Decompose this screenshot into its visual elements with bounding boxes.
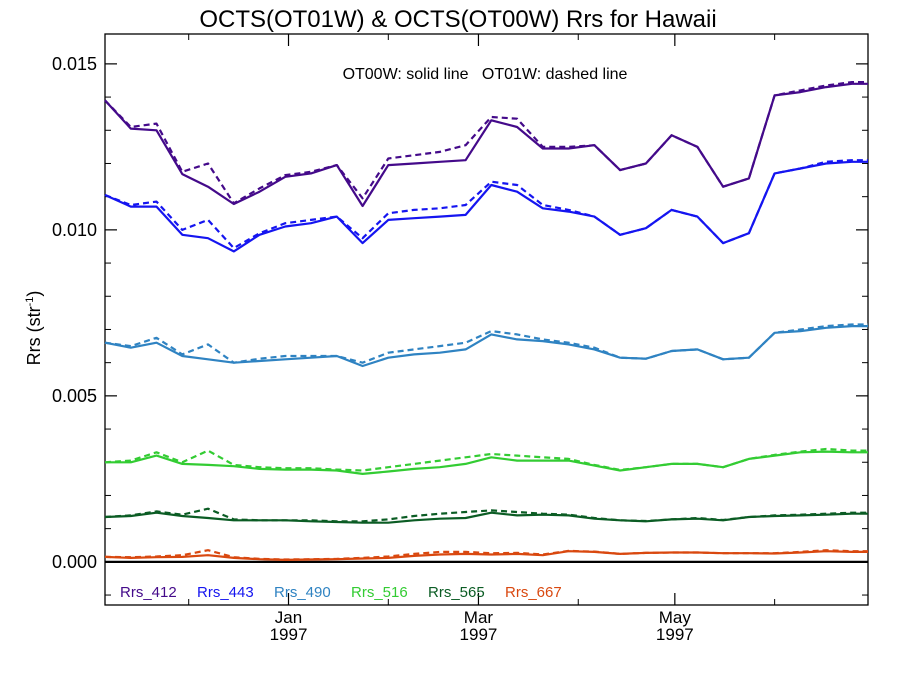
- y-tick-label: 0.010: [52, 220, 97, 240]
- line-style-note: OT00W: solid line OT01W: dashed line: [343, 66, 628, 83]
- x-tick-label-year: 1997: [460, 625, 498, 644]
- series-line-rrs-412-dashed: [104, 80, 868, 205]
- y-tick-label: 0.000: [52, 552, 97, 572]
- series-line-rrs-667-dashed: [104, 549, 868, 561]
- chart-title: OCTS(OT01W) & OCTS(OT00W) Rrs for Hawaii: [199, 6, 716, 33]
- series-line-rrs-412-solid: [104, 82, 868, 208]
- series-line-rrs-565-dashed: [104, 507, 868, 523]
- y-axis-label: Rrs (str-1): [24, 291, 44, 366]
- legend-item-rrs-490: Rrs_490: [274, 584, 331, 601]
- legend-item-rrs-667: Rrs_667: [505, 584, 562, 601]
- series-line-rrs-516-dashed: [104, 447, 868, 472]
- plot-frame: [104, 33, 869, 606]
- series-line-rrs-490-dashed: [104, 323, 868, 364]
- series-line-rrs-443-solid: [104, 160, 868, 253]
- x-tick-label-month: Jan: [275, 608, 302, 627]
- x-tick-label-month: May: [659, 608, 692, 627]
- x-tick-label-year: 1997: [656, 625, 694, 644]
- legend-item-rrs-565: Rrs_565: [428, 584, 485, 601]
- series-line-rrs-516-solid: [105, 450, 868, 475]
- x-tick-label-month: Mar: [464, 608, 494, 627]
- legend-item-rrs-516: Rrs_516: [351, 584, 408, 601]
- y-tick-label: 0.015: [52, 54, 97, 74]
- legend-item-rrs-412: Rrs_412: [120, 584, 177, 601]
- y-tick-label: 0.005: [52, 386, 97, 406]
- legend-item-rrs-443: Rrs_443: [197, 584, 254, 601]
- series-line-rrs-443-dashed: [104, 159, 868, 250]
- x-tick-label-year: 1997: [270, 625, 308, 644]
